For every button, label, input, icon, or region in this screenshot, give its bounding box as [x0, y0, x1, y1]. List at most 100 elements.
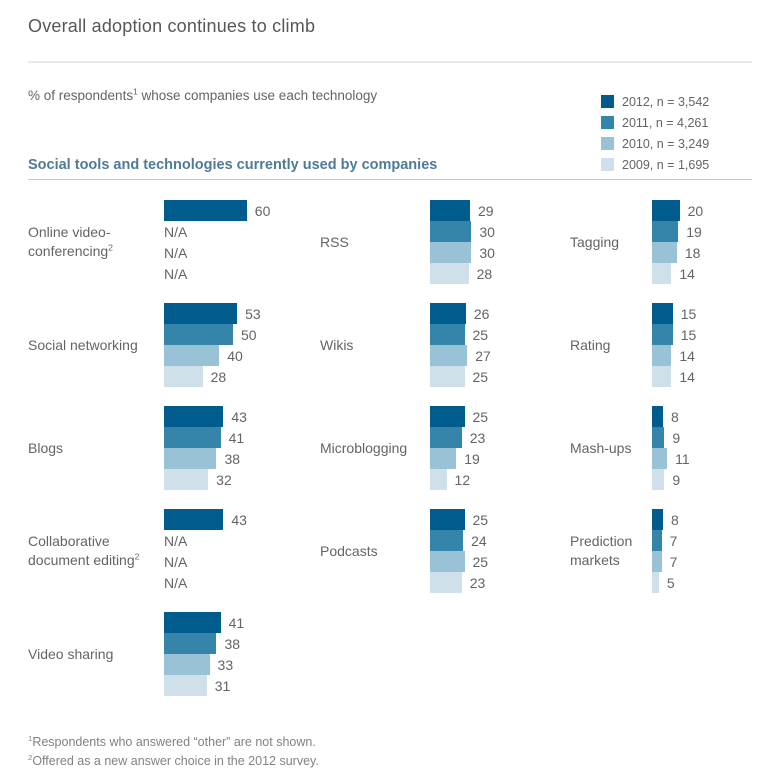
group-label: Prediction markets: [570, 509, 648, 593]
bar-segment: [164, 427, 221, 448]
group-label-text: Online video-conferencing2: [28, 224, 113, 259]
bar-value-label: 24: [471, 532, 487, 549]
bar-group: 20 19 18 14: [652, 200, 703, 284]
footnote-text: Respondents who answered “other” are not…: [32, 735, 316, 749]
bar-row: 30: [430, 242, 495, 263]
bar-segment: [164, 509, 224, 530]
bar-row: 43: [164, 406, 247, 427]
bar-row: 30: [430, 221, 495, 242]
bar-row: 12: [430, 469, 488, 490]
bar-segment: [164, 303, 238, 324]
bar-group: 25 23 19 12: [430, 406, 488, 490]
bar-segment: [164, 633, 217, 654]
group-label: Tagging: [570, 200, 648, 284]
group-label: Podcasts: [320, 509, 424, 593]
bar-row: 9: [652, 427, 690, 448]
bar-row: 15: [652, 303, 696, 324]
footnote-line: 2Offered as a new answer choice in the 2…: [28, 752, 319, 771]
bar-segment: [652, 509, 664, 530]
bar-row: 8: [652, 406, 690, 427]
bar-segment: [652, 221, 679, 242]
bar-segment: [430, 221, 472, 242]
bar-value-label: 11: [675, 450, 690, 467]
legend-swatch-icon: [601, 116, 614, 129]
bar-row: 43: [164, 509, 247, 530]
bar-row: 41: [164, 427, 247, 448]
bar-value-label: 15: [680, 326, 697, 343]
bar-value-label: 14: [679, 265, 695, 282]
bar-segment: [164, 200, 247, 221]
bar-segment: [652, 345, 672, 366]
divider-top: [28, 61, 752, 63]
bar-row: 23: [430, 427, 488, 448]
group-label-text: Wikis: [320, 336, 354, 353]
bar-row: 14: [652, 263, 703, 284]
bar-value-label: 25: [472, 511, 489, 528]
bar-row: 28: [164, 366, 261, 387]
bar-row: 5: [652, 572, 679, 593]
bar-value-label: 60: [254, 202, 271, 219]
chart-subtitle: % of respondents1 whose companies use ea…: [28, 87, 377, 103]
bar-row: 24: [430, 530, 488, 551]
bar-group: 25 24 25 23: [430, 509, 488, 593]
bar-value-label: 7: [669, 553, 678, 570]
bar-row: 32: [164, 469, 247, 490]
bar-group: 15 15 14 14: [652, 303, 696, 387]
bar-group: 8 7 7 5: [652, 509, 679, 593]
bar-row: 50: [164, 324, 261, 345]
group-footnote-marker: 2: [108, 242, 113, 253]
bar-value-label: 41: [228, 429, 245, 446]
footnote-marker: 2: [28, 752, 33, 762]
bar-segment: [164, 612, 221, 633]
group-label: Collaborative document editing2: [28, 509, 158, 593]
bar-row: 26: [430, 303, 491, 324]
bar-value-label: 8: [671, 408, 679, 425]
bar-segment: [430, 530, 464, 551]
bar-segment: [652, 324, 673, 345]
bar-value-label: 32: [216, 471, 232, 488]
bar-row: 20: [652, 200, 703, 221]
bar-row: 29: [430, 200, 495, 221]
bar-value-label: 23: [469, 429, 486, 446]
bar-segment: [652, 200, 680, 221]
bar-row: 25: [430, 406, 488, 427]
footnotes: 1Respondents who answered “other” are no…: [28, 733, 319, 770]
group-label-text: Tagging: [570, 233, 620, 250]
bar-row: 60: [164, 200, 270, 221]
bar-row: 31: [164, 675, 244, 696]
bar-segment: [652, 406, 664, 427]
na-label: N/A: [164, 244, 188, 261]
bar-row: 25: [430, 509, 488, 530]
bar-value-label: 40: [227, 347, 243, 364]
divider-section: [28, 179, 752, 180]
bar-row: 38: [164, 448, 247, 469]
footnote-marker: 1: [28, 733, 33, 743]
group-label: Online video-conferencing2: [28, 200, 158, 284]
bar-row: 9: [652, 469, 690, 490]
group-label-text: Social networking: [28, 336, 138, 353]
bar-value-label: 14: [679, 347, 695, 364]
bar-row: N/A: [164, 551, 247, 572]
bar-row: 18: [652, 242, 703, 263]
bar-segment: [430, 509, 465, 530]
bar-value-label: 31: [214, 677, 231, 694]
bar-group: 8 9 11 9: [652, 406, 690, 490]
bar-segment: [430, 551, 465, 572]
bar-row: 25: [430, 366, 491, 387]
bar-row: N/A: [164, 221, 270, 242]
bar-segment: [652, 263, 672, 284]
group-label: Mash-ups: [570, 406, 648, 490]
legend-label: 2012, n = 3,542: [622, 94, 710, 109]
bar-segment: [430, 469, 447, 490]
bar-group: 60 N/A N/A N/A: [164, 200, 270, 284]
group-label-text: Microblogging: [320, 439, 408, 456]
bar-value-label: 29: [478, 202, 494, 219]
bar-row: 23: [430, 572, 488, 593]
bar-segment: [652, 551, 662, 572]
bar-segment: [430, 242, 472, 263]
group-label-text: RSS: [320, 233, 349, 250]
bar-row: 19: [652, 221, 703, 242]
bar-group: 43 41 38 32: [164, 406, 247, 490]
legend-swatch-icon: [601, 158, 614, 171]
group-label-text: Rating: [570, 336, 611, 353]
